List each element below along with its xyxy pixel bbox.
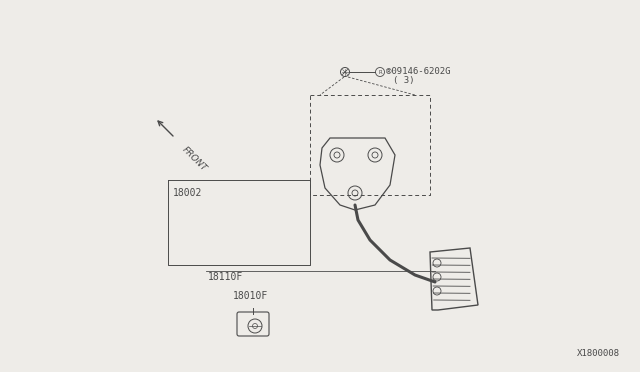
Text: ®09146-6202G: ®09146-6202G [386,67,451,76]
Text: R: R [378,70,382,75]
Text: 18002: 18002 [173,188,202,198]
Text: 18010F: 18010F [233,291,268,301]
Text: FRONT: FRONT [180,145,208,173]
Text: 18110F: 18110F [208,272,243,282]
Text: ( 3): ( 3) [393,76,415,84]
Text: X1800008: X1800008 [577,349,620,358]
